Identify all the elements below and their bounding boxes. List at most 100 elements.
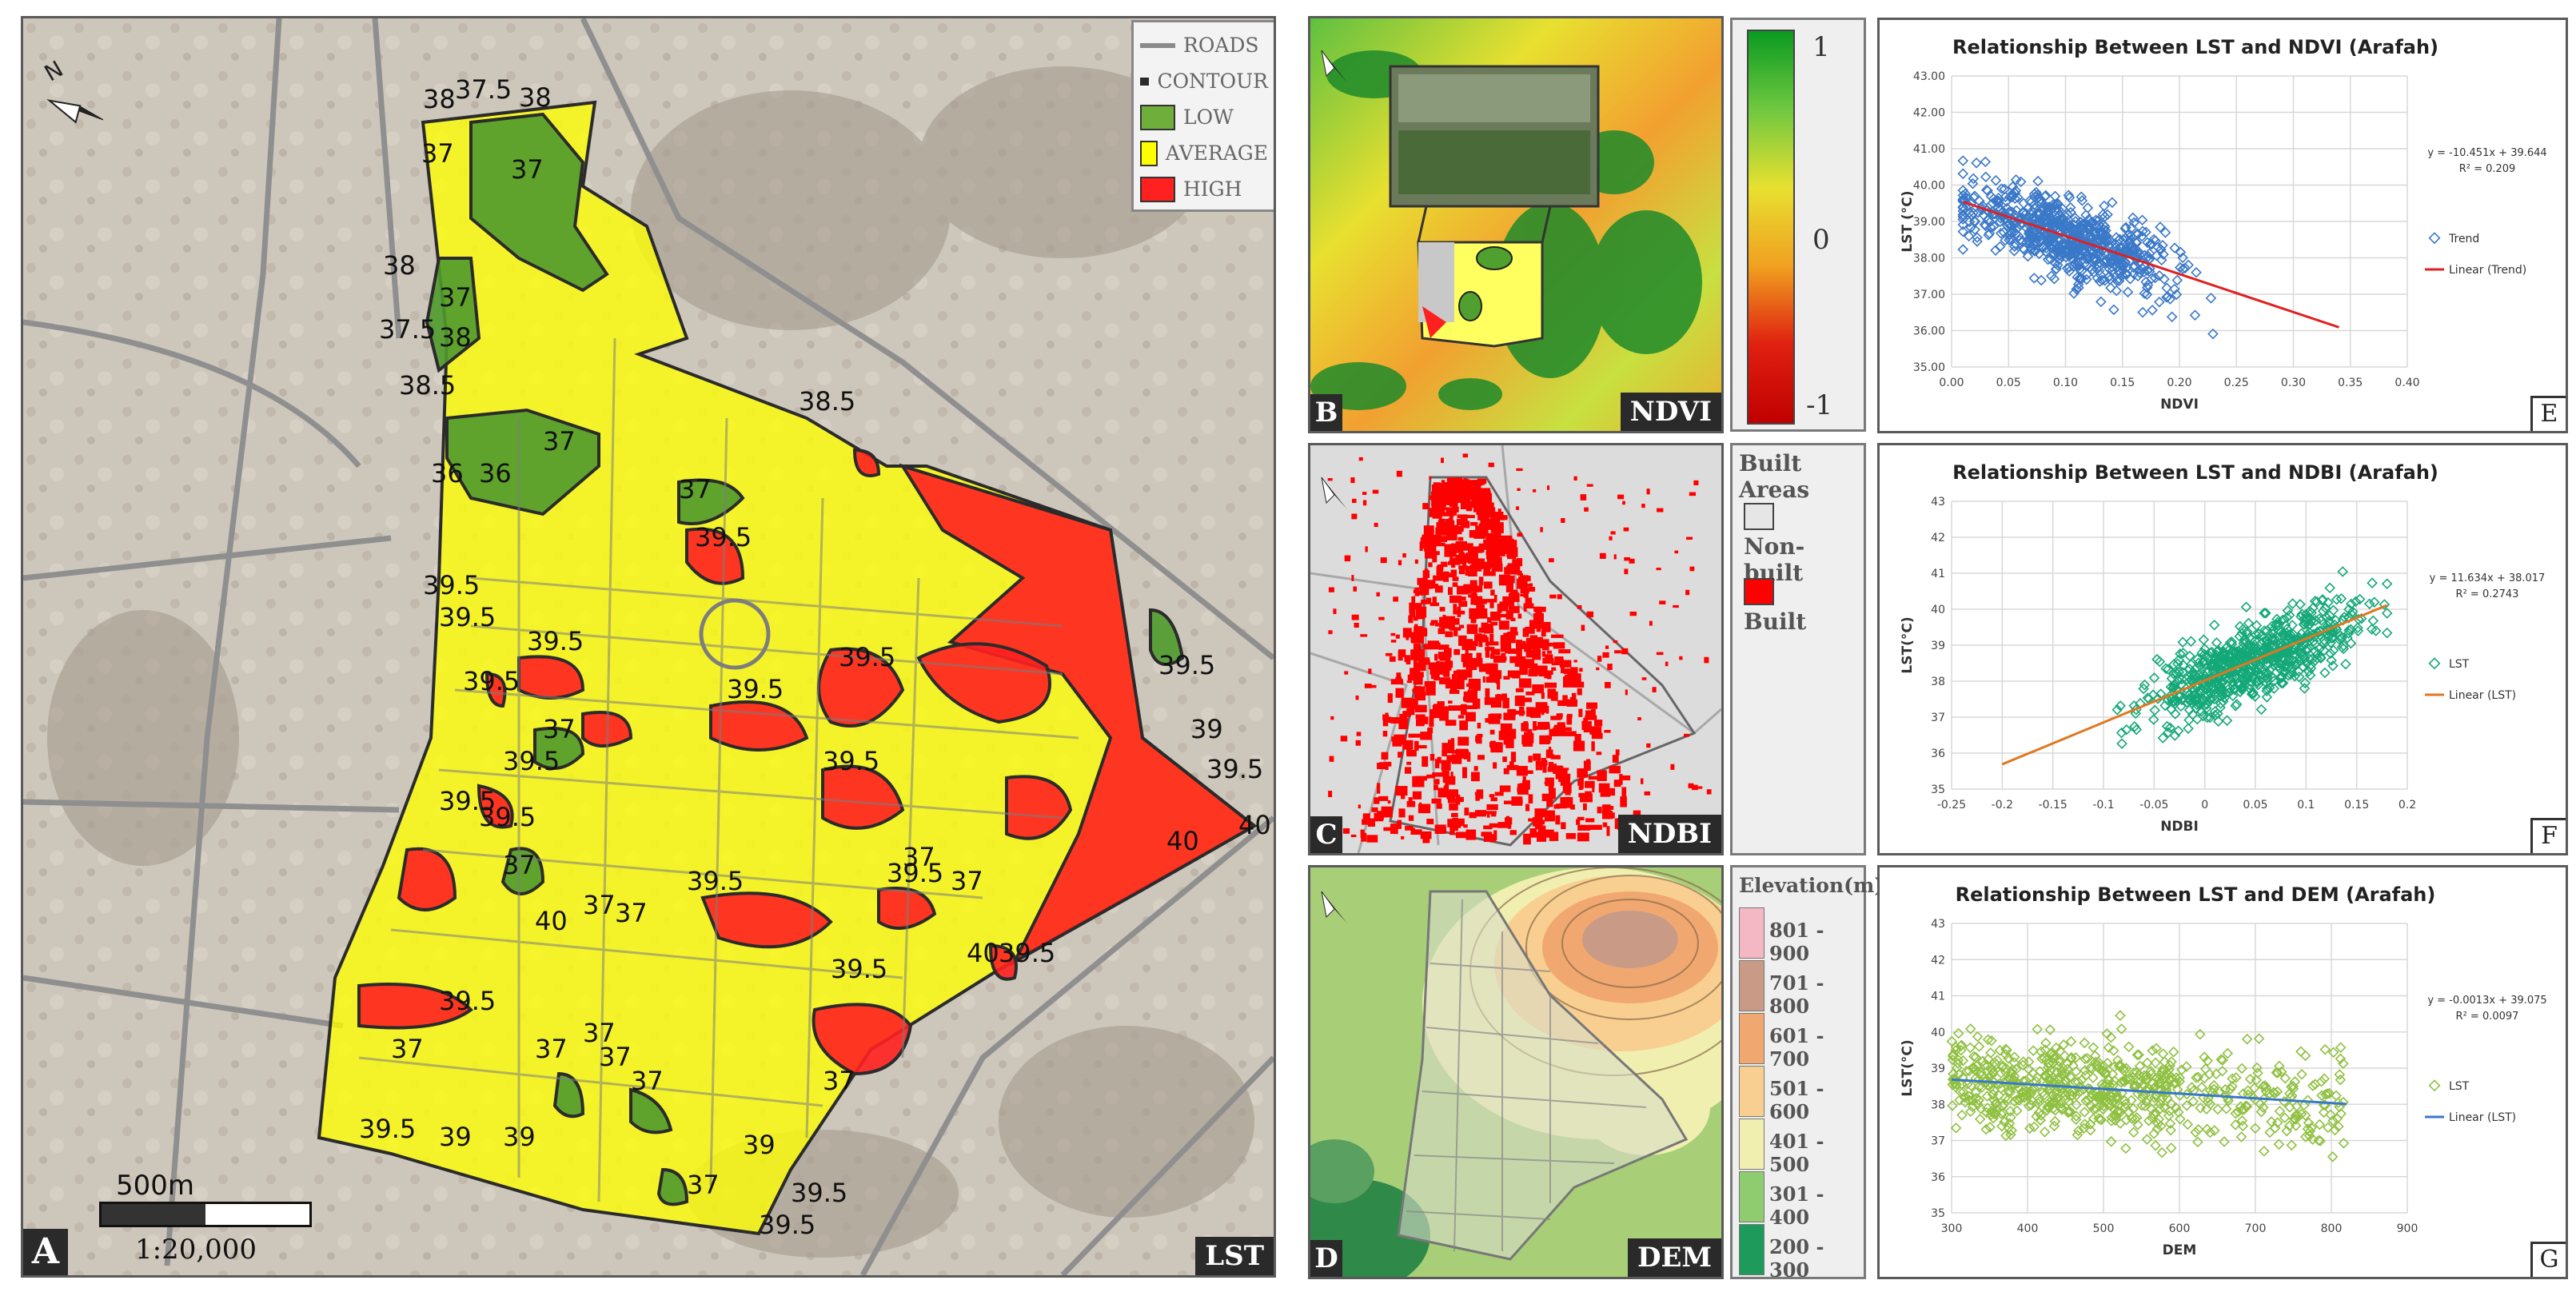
scatter-point [2219,1090,2231,1102]
scatter-point [2207,328,2219,340]
lst-legend: ROADS CONTOUR LOW AVERAGE HIGH [1131,20,1274,212]
scatter-point [2214,673,2226,684]
scatter-point [2215,686,2227,698]
scatter-point [1982,1060,1993,1072]
scatter-point [2271,1086,2283,1098]
y-tick-label: 43 [1931,496,1945,508]
scatter-point [2022,1079,2033,1091]
scatter-point [2363,598,2375,610]
scatter-point [2064,192,2076,203]
scatter-point [2159,273,2170,285]
scatter-point [1984,1121,1996,1133]
scatter-point [1968,192,1980,203]
contour-label: 38 [439,322,472,353]
scatter-point [2231,699,2243,710]
scatter-point [1971,158,1982,169]
panel-letter-a: A [23,1229,68,1275]
scatter-point [2049,190,2061,202]
scatter-point [2119,1098,2131,1110]
scatter-point [2122,286,2134,298]
scatter-point [2070,1066,2082,1078]
scatter-point [2252,679,2264,691]
x-tick-label: 0.05 [1996,377,2021,389]
y-tick-label: 39 [1931,640,1945,652]
scatter-point [2266,1116,2277,1127]
scatter-point [2247,687,2259,699]
scatter-point [2089,1050,2101,1062]
scatter-point [2013,230,2024,242]
scatter-point [2238,682,2250,694]
y-tick-label: 41 [1931,991,1945,1003]
scatter-point [2067,1086,2079,1098]
scatter-point [1973,1095,1985,1106]
chart-title: Relationship Between LST and NDBI (Arafa… [1952,461,2438,484]
scatter-point [2309,639,2321,650]
scatter-point [2236,1115,2248,1127]
scatter-point [2120,1142,2131,1154]
scatter-point [2190,1127,2201,1138]
lst-legend-item: HIGH [1140,171,1268,207]
scatter-point [1950,1081,1961,1093]
x-tick-label: 0.40 [2395,377,2419,389]
scatter-point [2154,1103,2166,1115]
contour-label: 40 [1166,826,1199,856]
scatter-point [2129,721,2140,732]
scatter-point [2345,598,2357,610]
scatter-point [2303,620,2315,631]
scatter-point [2335,633,2347,644]
scatter-point [1988,1066,1999,1078]
scatter-point [2023,1100,2035,1112]
chart-lst-dem-plot: Relationship Between LST and DEM (Arafah… [1900,883,2547,1258]
scatter-point [2204,1127,2216,1138]
contour-label: 36 [479,458,512,488]
scatter-point [2183,723,2194,734]
scatter-point [2338,1058,2349,1070]
scatter-point [2222,1047,2234,1059]
non-built-swatch [1744,503,1774,530]
scatter-point [2036,241,2048,253]
scatter-point [2052,1067,2063,1078]
scatter-point [2312,648,2323,660]
scatter-point [1985,1047,1996,1059]
x-tick-label: 900 [2397,1222,2418,1235]
scatter-point [2104,251,2116,263]
scatter-point [2195,660,2207,672]
scatter-point [2181,1088,2193,1100]
scatter-point [2188,1085,2199,1096]
scatter-point [1964,1023,1976,1035]
ndbi-map [1310,445,1721,853]
scatter-point [2162,1093,2173,1104]
scatter-point [2088,1103,2099,1115]
legend-series-label: Linear (LST) [2449,689,2516,702]
scatter-point [2042,205,2054,217]
scatter-point [2161,282,2172,294]
scatter-point [2264,1127,2275,1138]
scatter-point [1980,1123,1992,1135]
scatter-point [2292,658,2303,669]
scatter-point [2080,209,2092,221]
scatter-point [2010,174,2022,185]
scatter-point [2157,239,2168,251]
scatter-point [2115,1118,2126,1129]
scatter-point [2283,1120,2295,1131]
scatter-point [2111,704,2123,716]
ndbi-legend: Built Areas Non-built Built [1730,443,1866,855]
trend-equation: y = -0.0013x + 39.075 [2427,995,2546,1007]
scatter-point [2090,1103,2102,1115]
contour-label: 37 [687,1170,720,1200]
trend-r2: R² = 0.209 [2459,163,2516,175]
scatter-point [1970,1087,1982,1098]
scatter-point [1988,1084,2000,1096]
scatter-point [2295,599,2306,610]
contour-label: 37 [511,154,544,185]
lst-legend-label: CONTOUR [1157,70,1268,93]
scatter-point [2296,608,2307,620]
scatter-point [1973,1041,1985,1052]
scatter-point [2042,253,2054,265]
scatter-point [2136,1092,2148,1104]
scatter-point [1983,229,1994,241]
scatter-point [2128,261,2139,273]
scatter-point [2249,691,2261,702]
x-axis-label: NDVI [2160,397,2199,413]
scatter-point [2172,725,2184,736]
